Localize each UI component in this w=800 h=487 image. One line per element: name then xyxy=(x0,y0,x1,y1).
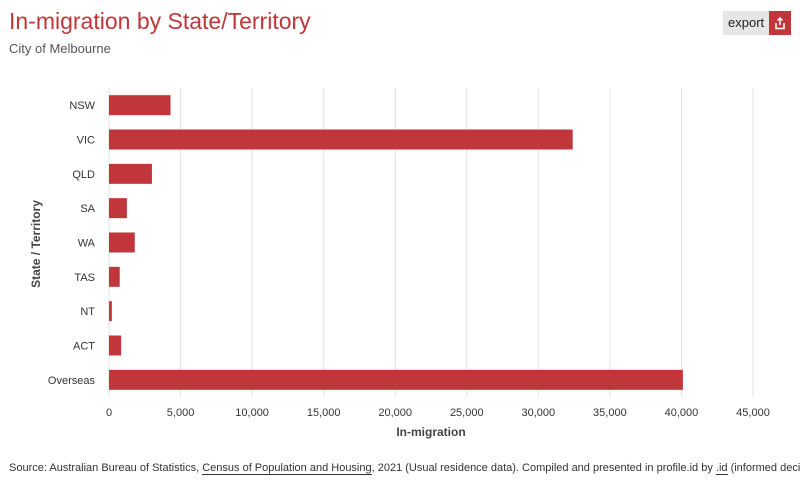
y-axis-labels: NSW VIC QLD SA WA TAS NT ACT Overseas xyxy=(48,100,96,387)
bars xyxy=(109,95,683,390)
y-tick-label: QLD xyxy=(72,169,95,181)
source-prefix: Source: Australian Bureau of Statistics, xyxy=(9,462,203,474)
y-tick-label: VIC xyxy=(77,135,95,147)
export-button[interactable]: export xyxy=(723,11,792,35)
y-tick-label: Overseas xyxy=(48,375,96,387)
x-tick-label: 20,000 xyxy=(378,407,412,419)
census-link[interactable]: Census of Population and Housing xyxy=(202,462,372,475)
bar-nsw[interactable] xyxy=(109,95,171,116)
id-link[interactable]: .id xyxy=(715,462,728,475)
y-tick-label: NSW xyxy=(69,100,95,112)
y-tick-label: NT xyxy=(80,306,95,318)
y-tick-label: TAS xyxy=(74,272,95,284)
x-axis-labels: 0 5,000 10,000 15,000 20,000 25,000 30,000 35,0… xyxy=(106,407,770,419)
bar-sa[interactable] xyxy=(109,198,127,219)
bar-vic[interactable] xyxy=(109,129,573,150)
x-tick-label: 45,000 xyxy=(736,407,770,419)
x-tick-label: 25,000 xyxy=(450,407,484,419)
x-tick-label: 35,000 xyxy=(593,407,627,419)
export-label: export xyxy=(728,15,765,30)
x-tick-label: 40,000 xyxy=(665,407,699,419)
source-suffix: (informed decisions). xyxy=(730,462,800,474)
x-tick-label: 5,000 xyxy=(167,407,195,419)
source-mid: , 2021 (Usual residence data). Compiled … xyxy=(371,462,716,474)
bar-nt[interactable] xyxy=(109,301,112,322)
source-note: Source: Australian Bureau of Statistics,… xyxy=(9,462,800,475)
x-tick-label: 15,000 xyxy=(307,407,341,419)
bar-qld[interactable] xyxy=(109,163,152,184)
chart-subtitle: City of Melbourne xyxy=(9,41,111,56)
x-tick-label: 30,000 xyxy=(522,407,556,419)
y-tick-label: ACT xyxy=(73,341,95,353)
x-tick-label: 0 xyxy=(106,407,112,419)
bar-act[interactable] xyxy=(109,335,122,356)
bar-tas[interactable] xyxy=(109,266,120,287)
bar-overseas[interactable] xyxy=(109,369,683,390)
chart-title: In-migration by State/Territory xyxy=(9,8,311,34)
y-tick-label: SA xyxy=(80,203,95,215)
y-tick-label: WA xyxy=(78,238,96,250)
bar-wa[interactable] xyxy=(109,232,135,253)
x-tick-label: 10,000 xyxy=(235,407,269,419)
x-axis-title: In-migration xyxy=(396,425,465,439)
share-export-icon xyxy=(769,11,792,35)
y-axis-title: State / Territory xyxy=(29,200,43,288)
